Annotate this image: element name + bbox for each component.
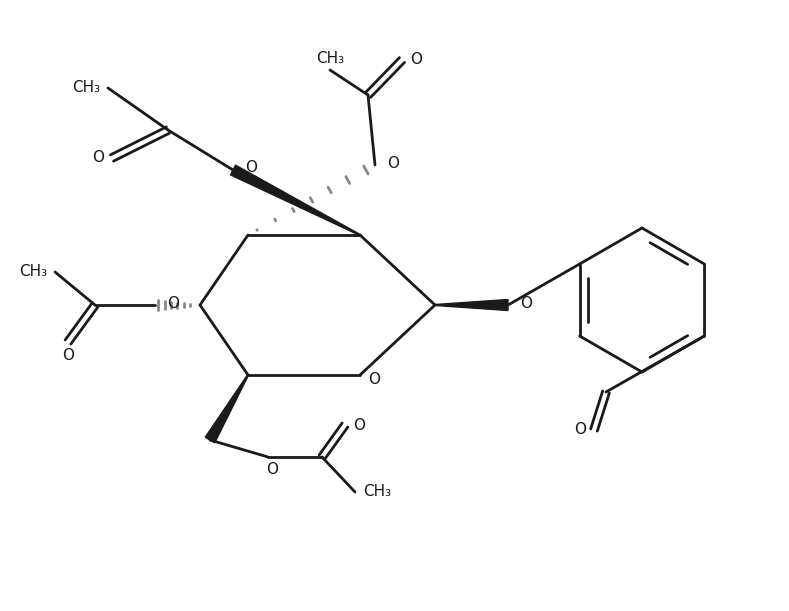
Text: O: O — [353, 417, 365, 433]
Text: O: O — [62, 348, 74, 364]
Text: CH₃: CH₃ — [316, 51, 344, 66]
Polygon shape — [435, 299, 508, 310]
Polygon shape — [205, 375, 249, 443]
Text: O: O — [245, 161, 257, 175]
Text: O: O — [410, 53, 422, 67]
Text: CH₃: CH₃ — [363, 485, 391, 500]
Text: O: O — [574, 422, 586, 437]
Text: CH₃: CH₃ — [72, 81, 100, 95]
Text: CH₃: CH₃ — [19, 265, 47, 279]
Text: O: O — [266, 461, 278, 477]
Text: O: O — [92, 150, 104, 166]
Polygon shape — [230, 165, 361, 235]
Text: O: O — [520, 296, 532, 310]
Text: O: O — [387, 156, 399, 170]
Text: O: O — [167, 296, 179, 310]
Text: O: O — [368, 371, 380, 387]
